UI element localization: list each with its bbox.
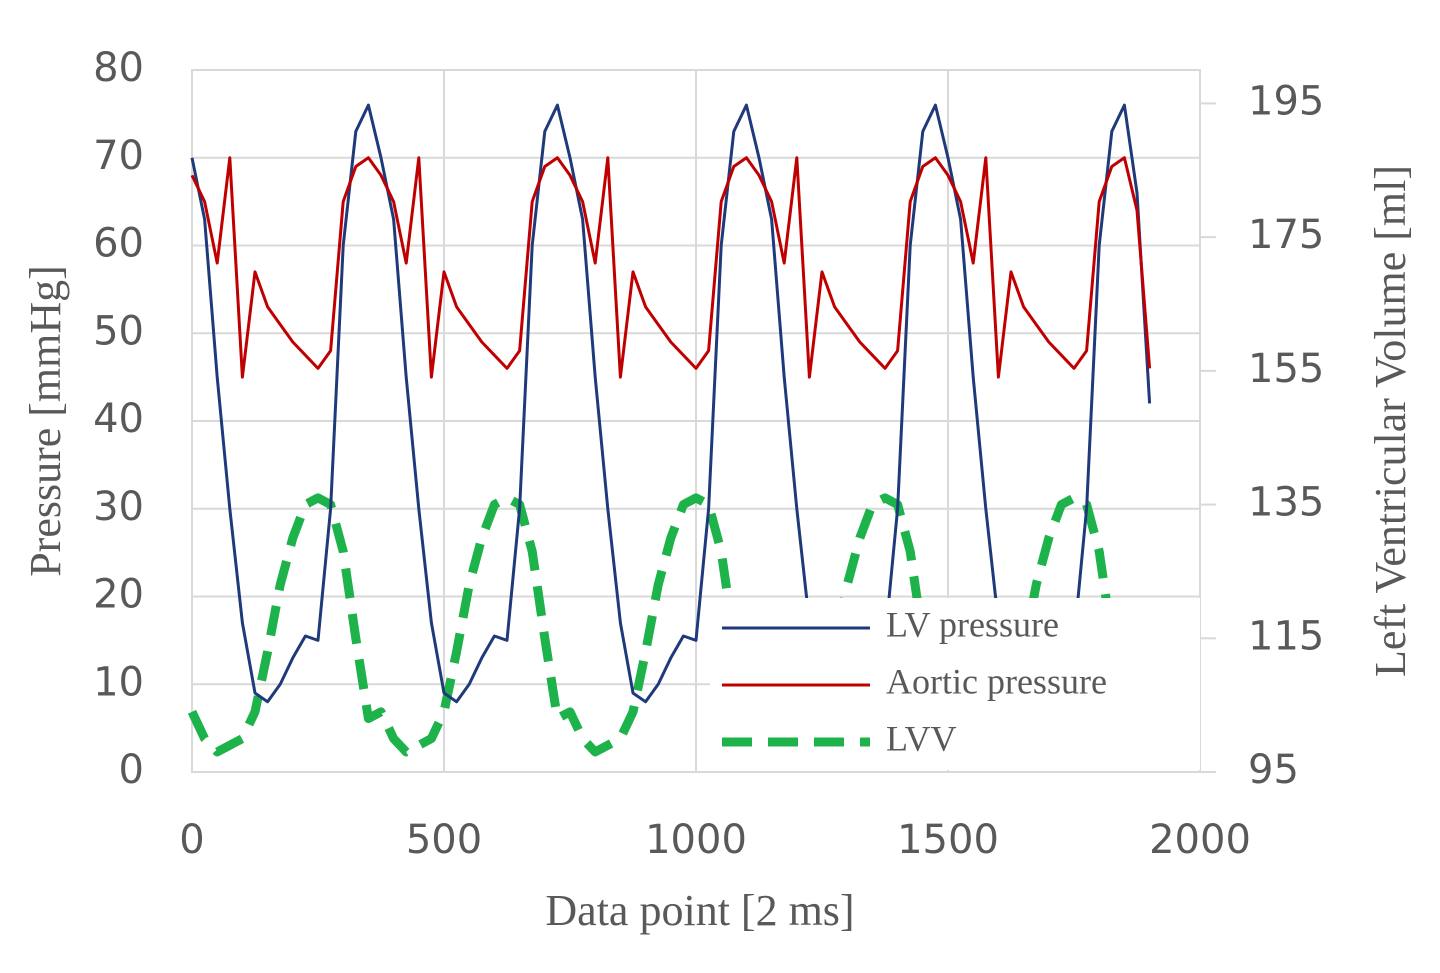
y2-tick-label: 135 <box>1248 480 1324 526</box>
x-tick-label: 500 <box>406 817 482 863</box>
y2-tick-label: 115 <box>1248 613 1324 659</box>
y-tick-label: 0 <box>119 747 144 793</box>
x-tick-label: 0 <box>179 817 204 863</box>
y-tick-label: 80 <box>93 45 144 91</box>
series-line <box>190 156 1152 379</box>
y2-tick-label: 155 <box>1248 346 1324 392</box>
plot-border <box>191 69 1201 773</box>
legend-label: LV pressure <box>886 604 1059 644</box>
y-tick-label: 20 <box>93 572 144 618</box>
y-tick-label: 30 <box>93 484 144 530</box>
y-axis-label: Pressure [mmHg] <box>21 265 70 577</box>
legend-label: LVV <box>886 718 957 758</box>
x-tick-label: 2000 <box>1149 817 1251 863</box>
y2-tick-label: 195 <box>1248 78 1324 124</box>
y2-axis-label: Left Ventricular Volume [ml] <box>1366 165 1415 677</box>
y2-tick-label: 95 <box>1248 747 1299 793</box>
y-tick-label: 10 <box>93 659 144 705</box>
y-tick-label: 60 <box>93 221 144 267</box>
x-axis-label: Data point [2 ms] <box>545 886 854 935</box>
x-tick-label: 1500 <box>897 817 999 863</box>
x-tick-label: 1000 <box>645 817 747 863</box>
y-tick-label: 50 <box>93 308 144 354</box>
y-tick-label: 40 <box>93 396 144 442</box>
series-line <box>190 103 1152 704</box>
series-line <box>187 493 1154 757</box>
y2-tick-label: 175 <box>1248 212 1324 258</box>
legend-label: Aortic pressure <box>886 661 1107 701</box>
y-tick-label: 70 <box>93 133 144 179</box>
